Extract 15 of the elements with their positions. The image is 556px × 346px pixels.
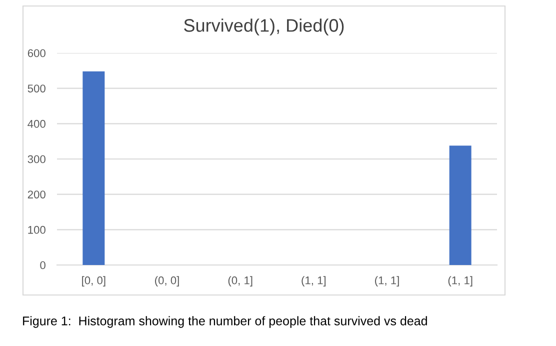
y-tick-label: 400 — [28, 120, 46, 128]
y-tick-label: 600 — [28, 49, 46, 58]
caption: Figure 1: Histogram showing the number of people that survived vs dead — [23, 316, 427, 328]
chart-title: Survived(1), Died(0) — [184, 18, 344, 36]
x-tick-label: (0, 1] — [228, 276, 252, 286]
y-tick-label: 200 — [28, 190, 46, 198]
x-tick-label: [0, 0] — [82, 276, 106, 286]
x-tick-label: (1, 1] — [448, 276, 472, 286]
y-tick-label: 300 — [28, 155, 46, 164]
y-tick-label: 0 — [40, 261, 46, 270]
y-tick-label: 500 — [28, 84, 46, 92]
x-tick-label: (1, 1] — [302, 276, 326, 286]
x-tick-label: (1, 1] — [375, 276, 399, 286]
y-tick-label: 100 — [28, 226, 46, 234]
x-tick-label: (0, 0] — [155, 276, 179, 286]
